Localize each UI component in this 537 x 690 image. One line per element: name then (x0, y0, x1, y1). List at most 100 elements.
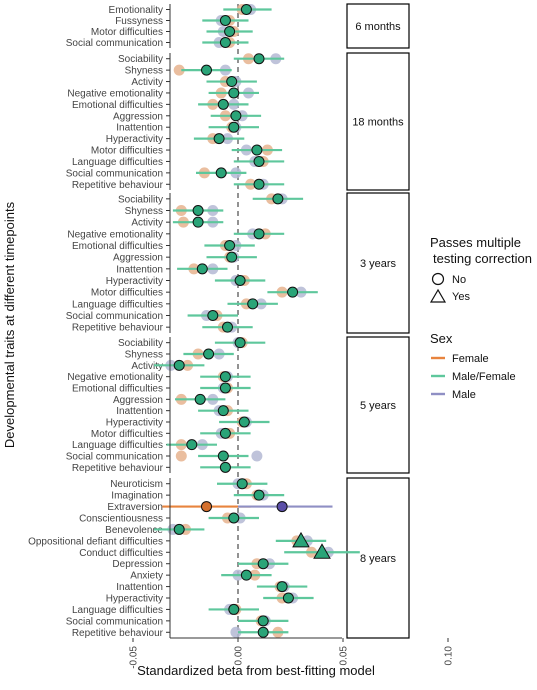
legend-shape-title: Passes multiple (430, 235, 521, 250)
x-tick-label: 0.10 (444, 646, 455, 666)
y-tick-label: Language difficulties (72, 299, 163, 310)
y-tick-label: Repetitive behaviour (72, 323, 164, 334)
female-point (173, 64, 185, 76)
combined-point (234, 337, 246, 349)
legend-item-yes: Yes (452, 291, 470, 303)
combined-point (219, 371, 231, 383)
panel-strip-label: 5 years (360, 400, 397, 412)
combined-point (224, 240, 236, 251)
combined-point (192, 216, 204, 228)
y-tick-label: Motor difficulties (91, 27, 163, 38)
y-tick-label: Sociability (118, 54, 163, 65)
y-tick-label: Aggression (113, 395, 163, 406)
panel-strip (346, 52, 410, 191)
y-tick-label: Shyness (125, 206, 163, 217)
y-tick-label: Hyperactivity (106, 418, 163, 429)
y-tick-label: Repetitive behaviour (72, 628, 164, 639)
panel-strip-label: 6 months (355, 21, 401, 33)
combined-point (196, 263, 208, 275)
y-tick-label: Benevolence (105, 525, 163, 536)
combined-point (207, 310, 219, 321)
y-tick-label: Language difficulties (72, 440, 163, 451)
y-tick-label: Sociability (118, 338, 163, 349)
male-sex-specific-point (276, 501, 288, 513)
legend-sex-item-label: Male/Female (452, 371, 516, 383)
panel-strip (346, 3, 410, 49)
combined-point (228, 603, 240, 615)
y-tick-label: Emotional difficulties (72, 384, 163, 395)
combined-point (230, 110, 242, 122)
combined-point (276, 581, 288, 593)
y-tick-label: Conscientiousness (79, 514, 163, 525)
legend-sex-item-label: Female (452, 353, 489, 365)
combined-point (217, 450, 229, 462)
combined-point (219, 427, 231, 439)
y-tick-label: Social communication (66, 452, 163, 463)
combined-point (253, 489, 265, 501)
combined-point (173, 523, 185, 535)
combined-point (257, 615, 269, 627)
y-tick-label: Emotional difficulties (72, 100, 163, 111)
combined-point (219, 15, 231, 26)
combined-point (186, 439, 198, 451)
y-tick-label: Motor difficulties (91, 429, 163, 440)
combined-point (192, 205, 204, 216)
legend-circle-icon (431, 272, 445, 286)
combined-point (219, 37, 231, 48)
y-tick-label: Shyness (125, 66, 163, 77)
y-tick-label: Activity (131, 218, 163, 229)
y-tick-label: Inattention (116, 406, 163, 417)
y-tick-label: Social communication (66, 168, 163, 179)
combined-point (282, 592, 294, 604)
combined-point (203, 348, 215, 360)
x-axis-title: Standardized beta from best-fitting mode… (137, 663, 375, 678)
y-tick-label: Hyperactivity (106, 276, 163, 287)
combined-point-significant (313, 543, 331, 559)
combined-point (257, 558, 269, 570)
combined-point (253, 155, 265, 167)
panel-strip (346, 477, 410, 639)
y-tick-label: Conduct difficulties (79, 548, 163, 559)
x-tick-label: 0.05 (339, 646, 350, 666)
y-tick-label: Aggression (113, 253, 163, 264)
y-tick-label: Inattention (116, 123, 163, 134)
combined-point (217, 405, 229, 417)
panel-strip-label: 8 years (360, 553, 397, 565)
y-tick-label: Sociability (118, 194, 163, 205)
combined-point (228, 87, 240, 99)
combined-point (194, 393, 206, 405)
y-tick-label: Negative emotionality (67, 229, 163, 240)
x-tick-label: -0.05 (129, 646, 140, 669)
combined-point (240, 569, 252, 581)
panel-strip (346, 192, 410, 334)
combined-point (228, 121, 240, 133)
combined-point (226, 76, 238, 88)
y-tick-label: Language difficulties (72, 605, 163, 616)
male-point (251, 450, 263, 462)
y-tick-label: Repetitive behaviour (72, 463, 164, 474)
panel-strip-label: 18 months (352, 117, 404, 129)
combined-point (240, 4, 252, 15)
female-sex-specific-point (201, 501, 212, 513)
combined-point (219, 461, 231, 473)
x-tick-label: 0.00 (234, 646, 245, 666)
combined-point (219, 382, 231, 394)
y-tick-label: Activity (131, 361, 163, 372)
y-tick-label: Aggression (113, 111, 163, 122)
legend-sex-item-label: Male (452, 389, 476, 401)
combined-point (287, 286, 299, 298)
y-tick-label: Social communication (66, 38, 163, 49)
y-tick-label: Emotional difficulties (72, 241, 163, 252)
y-tick-label: Neuroticism (110, 479, 163, 490)
y-tick-label: Extraversion (107, 502, 163, 513)
y-tick-label: Language difficulties (72, 157, 163, 168)
y-tick-label: Activity (131, 77, 163, 88)
combined-point (222, 321, 233, 333)
y-tick-label: Hyperactivity (106, 594, 163, 605)
panel-strip (346, 336, 410, 474)
female-point (175, 450, 187, 462)
combined-point (201, 64, 212, 76)
combined-point (234, 275, 246, 286)
